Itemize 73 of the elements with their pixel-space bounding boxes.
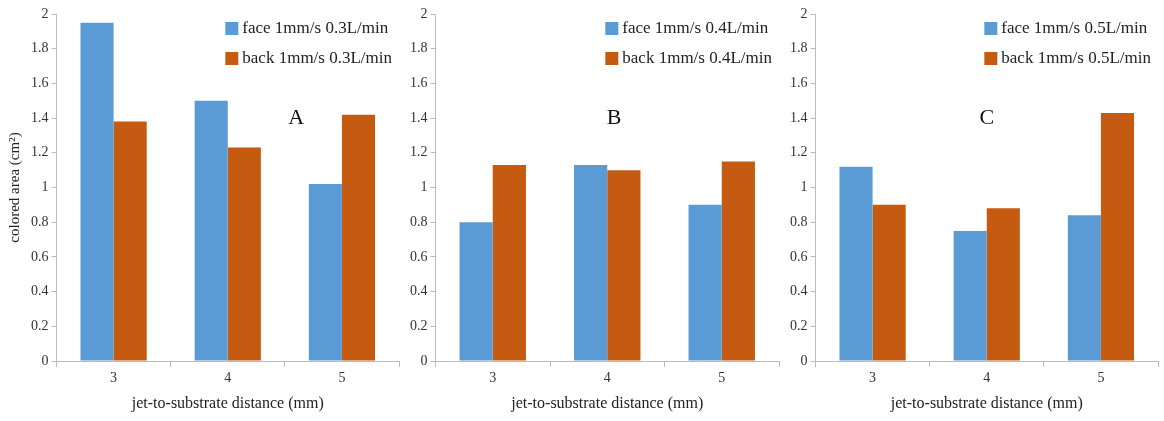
bar (194, 100, 228, 361)
bar (953, 230, 987, 361)
y-tick-label: 1.8 (31, 40, 49, 56)
bar (80, 22, 114, 361)
y-tick-label: 0.2 (790, 317, 808, 333)
y-tick-label: 1.4 (790, 109, 808, 125)
bar (1100, 112, 1135, 361)
y-tick-label: 1.6 (31, 75, 49, 91)
bar (607, 170, 641, 361)
annotation: C (979, 103, 995, 129)
y-tick-label: 0.8 (790, 213, 808, 229)
y-tick-label: 0.2 (31, 317, 49, 333)
x-axis-title: jet-to-substrate distance (mm) (510, 393, 704, 412)
y-tick-label: 0.4 (410, 283, 428, 299)
bar (308, 184, 342, 361)
x-tick-label: 5 (1097, 370, 1105, 386)
y-tick-label: 0.8 (31, 213, 49, 229)
bar (839, 166, 873, 361)
legend-label: face 1mm/s 0.5L/min (1001, 18, 1148, 38)
y-tick-label: 1.8 (410, 40, 428, 56)
legend-label: back 1mm/s 0.5L/min (1001, 48, 1152, 68)
y-tick-label: 1.2 (31, 144, 49, 160)
x-tick-label: 3 (489, 370, 497, 386)
y-tick-label: 1.6 (790, 75, 808, 91)
y-tick-label: 1.2 (410, 144, 428, 160)
legend-label: back 1mm/s 0.4L/min (622, 48, 773, 68)
y-tick-label: 0 (41, 352, 49, 368)
y-tick-label: 1 (420, 179, 428, 195)
y-tick-label: 0.6 (31, 248, 49, 264)
y-tick-label: 1 (800, 179, 808, 195)
y-tick-label: 2 (420, 5, 428, 21)
x-tick-label: 3 (110, 370, 118, 386)
annotation: B (606, 103, 622, 129)
y-tick-label: 0 (420, 352, 428, 368)
legend-label: face 1mm/s 0.4L/min (622, 18, 769, 38)
legend-label: back 1mm/s 0.3L/min (242, 48, 393, 68)
bar (492, 164, 526, 361)
bar (341, 114, 376, 361)
y-tick-label: 2 (800, 5, 808, 21)
y-tick-label: 0.4 (31, 283, 49, 299)
y-tick-label: 1.4 (410, 109, 428, 125)
bar (227, 147, 261, 361)
y-tick-label: 0.2 (410, 317, 428, 333)
bar (113, 121, 147, 361)
bar (459, 222, 493, 361)
bar (688, 204, 722, 361)
y-tick-label: 1.2 (790, 144, 808, 160)
y-tick-label: 0.8 (410, 213, 428, 229)
y-tick-label: 0.6 (790, 248, 808, 264)
legend-label: face 1mm/s 0.3L/min (242, 18, 389, 38)
bar (986, 208, 1020, 361)
x-tick-label: 5 (338, 370, 346, 386)
bar (872, 204, 906, 361)
bar (721, 161, 755, 361)
y-tick-label: 1.6 (410, 75, 428, 91)
x-tick-label: 4 (224, 370, 232, 386)
x-axis-title: jet-to-substrate distance (mm) (889, 393, 1083, 412)
annotation: A (288, 103, 305, 129)
y-tick-label: 0.4 (790, 283, 808, 299)
y-tick-label: 0.6 (410, 248, 428, 264)
y-tick-label: 0 (800, 352, 808, 368)
y-tick-label: 1.8 (790, 40, 808, 56)
x-tick-label: 5 (718, 370, 726, 386)
x-tick-label: 4 (603, 370, 611, 386)
bar (574, 164, 608, 361)
y-tick-label: 1 (41, 179, 49, 195)
x-tick-label: 3 (869, 370, 877, 386)
x-axis-title: jet-to-substrate distance (mm) (130, 393, 324, 412)
x-tick-label: 4 (983, 370, 991, 386)
y-tick-label: 1.4 (31, 109, 49, 125)
y-axis-title: colored area (cm²) (5, 132, 23, 243)
bar (1067, 215, 1101, 361)
y-tick-label: 2 (41, 5, 49, 21)
